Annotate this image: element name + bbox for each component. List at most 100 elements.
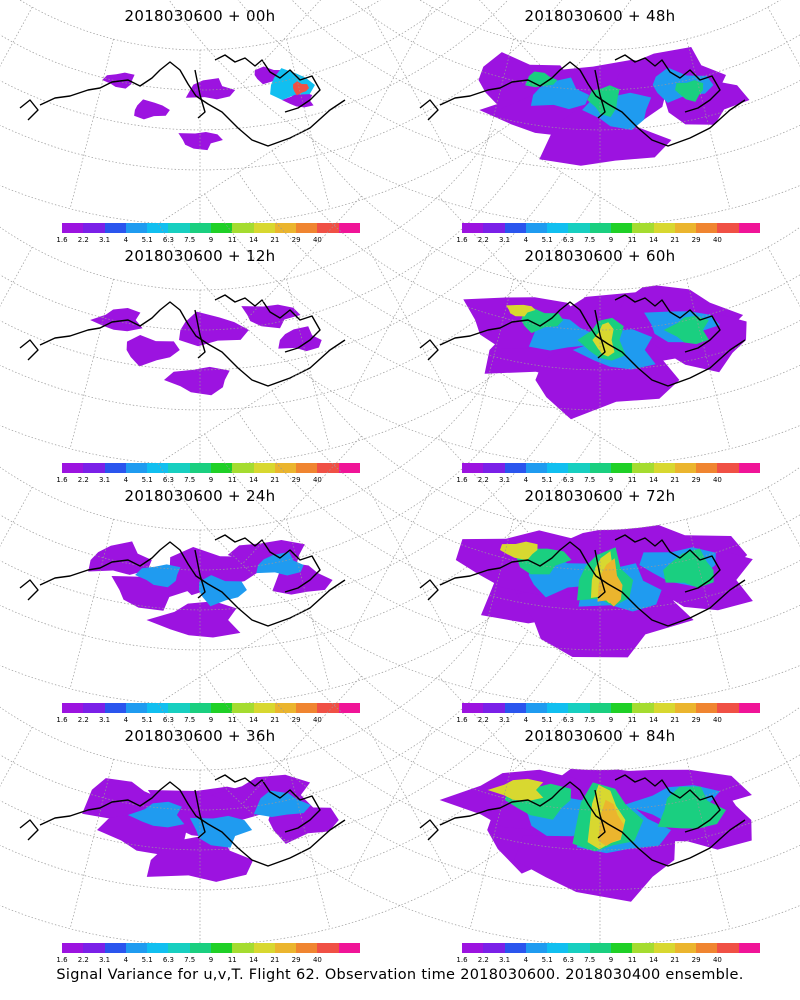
colorbar-swatch <box>168 223 190 233</box>
latitude-circle <box>305 368 800 531</box>
colorbar-swatch <box>189 943 211 953</box>
colorbar-tick-label: 2.2 <box>477 236 489 244</box>
colorbar-swatch <box>147 223 169 233</box>
colorbar-tick-label: 9 <box>208 236 214 244</box>
colorbar-tick-label: 29 <box>291 476 301 484</box>
colorbar-tick-label: 14 <box>249 476 259 484</box>
colorbar-swatch <box>232 703 254 713</box>
colorbar-tick-label: 5.1 <box>541 236 553 244</box>
colorbar-swatch <box>104 703 126 713</box>
colorbar-tick-label: 3.1 <box>498 956 511 964</box>
latitude-circle <box>157 463 800 706</box>
longitude-line <box>241 0 321 85</box>
panel-title: 2018030600 + 36h <box>124 727 276 745</box>
variance-field <box>88 540 333 638</box>
variance-region <box>675 80 704 102</box>
colorbar-tick-label: 14 <box>649 716 659 724</box>
panel-title: 2018030600 + 24h <box>124 487 276 505</box>
colorbar-tick-label: 7.5 <box>584 716 596 724</box>
colorbar-tick-label: 1.6 <box>456 236 468 244</box>
longitude-line <box>469 279 514 449</box>
variance-region <box>592 322 615 357</box>
colorbar-tick-label: 29 <box>691 716 701 724</box>
colorbar-swatch <box>738 223 760 233</box>
colorbar-labels: 1.6 2.2 3.1 4 5.1 6.3 7.5 9 11 14 21 29 40 <box>456 236 760 246</box>
variance-region <box>241 304 301 329</box>
latitude-circle <box>271 150 800 331</box>
longitude-line <box>438 675 559 805</box>
colorbar-tick-label: 29 <box>291 236 301 244</box>
colorbar <box>62 703 360 713</box>
variance-field <box>439 764 752 902</box>
colorbar-swatch <box>147 463 169 473</box>
colorbar-tick-label: 6.3 <box>162 476 174 484</box>
longitude-line <box>367 246 453 401</box>
colorbar-tick-label: 14 <box>649 956 659 964</box>
colorbar-tick-label: 21 <box>670 716 680 724</box>
colorbar-tick-label: 40 <box>712 236 722 244</box>
colorbar-swatch <box>317 943 339 953</box>
longitude-line <box>69 279 114 449</box>
colorbar-tick-label: 5.1 <box>141 236 153 244</box>
variance-region <box>179 311 249 347</box>
variance-region <box>657 786 726 829</box>
colorbar-tick-label: 7.5 <box>184 716 196 724</box>
latitude-circle <box>0 150 529 331</box>
colorbar-tick-label: 21 <box>270 236 280 244</box>
variance-region <box>293 81 309 96</box>
colorbar-tick-label: 2.2 <box>77 956 89 964</box>
variance-region <box>278 326 322 352</box>
colorbar-swatch <box>632 463 654 473</box>
longitude-line <box>767 246 800 307</box>
longitude-line <box>686 39 731 209</box>
colorbar-swatch <box>125 943 148 953</box>
coastline <box>419 294 746 387</box>
colorbar-swatch <box>696 223 718 233</box>
panel-title: 2018030600 + 60h <box>524 247 676 265</box>
longitude-line <box>438 435 559 565</box>
colorbar-swatch <box>296 223 318 233</box>
colorbar-swatch <box>504 943 526 953</box>
longitude-line <box>494 608 642 704</box>
colorbar-swatch <box>589 943 611 953</box>
variance-region <box>597 558 623 607</box>
colorbar-tick-label: 29 <box>691 956 701 964</box>
colorbar-tick-label: 5.1 <box>541 956 553 964</box>
variance-region <box>146 601 241 638</box>
colorbar-tick-label: 5.1 <box>141 716 153 724</box>
variance-region <box>256 551 304 576</box>
colorbar-tick-label: 21 <box>670 236 680 244</box>
coastline-path <box>214 534 321 593</box>
colorbar-swatch <box>189 463 211 473</box>
colorbar-swatch <box>738 703 760 713</box>
colorbar-tick-label: 11 <box>627 716 637 724</box>
colorbar-tick-label: 3.1 <box>498 716 511 724</box>
colorbar-tick-label: 1.6 <box>456 476 468 484</box>
coastline-path <box>594 309 606 359</box>
map-panel-48h: 2018030600 + 48h 1.6 2.2 3.1 4 5.1 6.3 7.5 9 11 1… <box>168 0 800 246</box>
colorbar-tick-label: 6.3 <box>562 716 574 724</box>
colorbar-swatch <box>568 703 590 713</box>
map-canvas <box>157 368 800 706</box>
colorbar-swatch <box>525 943 548 953</box>
colorbar-tick-label: 3.1 <box>98 716 111 724</box>
colorbar-tick-label: 11 <box>227 716 237 724</box>
colorbar-tick-label: 7.5 <box>184 956 196 964</box>
variance-region <box>126 335 180 367</box>
variance-field <box>455 518 753 658</box>
longitude-line <box>158 608 306 704</box>
variance-region <box>663 315 709 345</box>
map-canvas <box>0 0 632 226</box>
colorbar-swatch <box>653 943 675 953</box>
variance-region <box>135 564 181 588</box>
colorbar-tick-label: 2.2 <box>77 236 89 244</box>
coastline-path <box>39 301 346 387</box>
latitude-circle <box>0 390 529 571</box>
colorbar-swatch <box>338 463 360 473</box>
longitude-line <box>241 435 362 565</box>
variance-region <box>164 366 230 396</box>
colorbar <box>462 223 760 233</box>
colorbar-swatch <box>696 703 718 713</box>
colorbar-tick-label: 9 <box>608 236 614 244</box>
colorbar-swatch <box>147 703 169 713</box>
